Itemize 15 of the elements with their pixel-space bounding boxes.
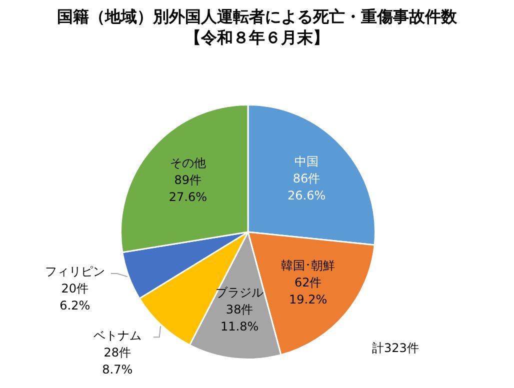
text: 計323件 — [372, 340, 419, 357]
data-label: 28件 8.7% — [102, 345, 133, 376]
slice-label: 韓国･朝鮮 — [281, 258, 336, 272]
data-label: 38件 11.8% — [220, 302, 259, 334]
data-label: 89件 27.6% — [168, 172, 207, 204]
slice-label: ブラジル — [216, 286, 264, 300]
slice-label: ベトナム — [93, 328, 142, 342]
slice-label: 中国 — [294, 154, 319, 168]
data-label: 62件 19.2% — [289, 275, 328, 306]
chart-subtitle: 【令和８年６月末】 — [184, 27, 330, 48]
chart-title: 国籍（地域）別外国人運転者による死亡・重傷事故件数 — [56, 6, 458, 27]
slice-label: フィリピン — [44, 264, 105, 279]
data-label: 86件 26.6% — [288, 171, 326, 202]
data-label: 20件 6.2% — [60, 282, 90, 313]
slice-label: その他 — [170, 156, 206, 170]
